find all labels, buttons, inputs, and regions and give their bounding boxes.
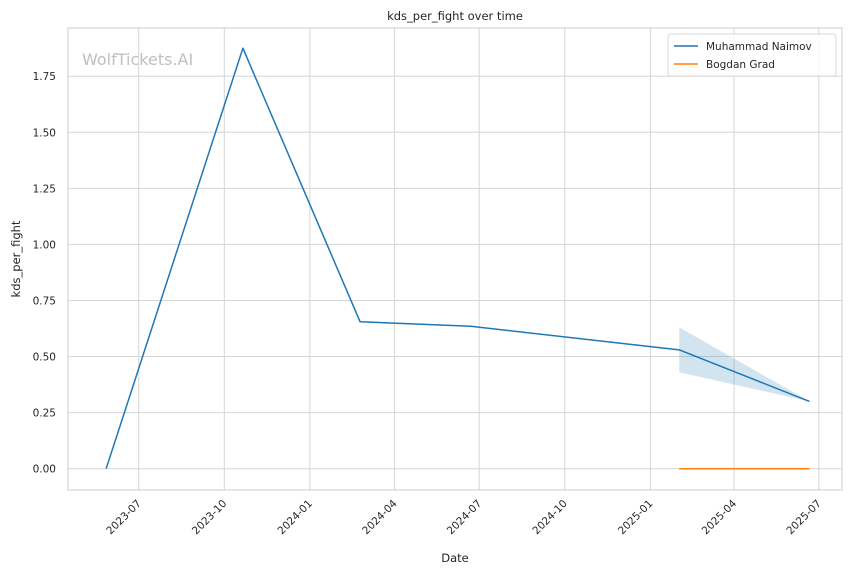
y-tick-label: 0.50 xyxy=(33,352,56,364)
y-tick-label: 0.75 xyxy=(33,295,56,307)
y-tick-labels: 0.00 0.25 0.50 0.75 1.00 1.25 1.50 1.75 xyxy=(33,71,56,475)
watermark: WolfTickets.AI xyxy=(82,50,193,69)
grid-lines xyxy=(68,28,842,490)
y-tick-label: 1.75 xyxy=(33,71,56,83)
series-lines xyxy=(105,47,810,470)
series-line xyxy=(105,47,810,469)
y-tick-label: 0.25 xyxy=(33,408,56,420)
y-axis-label: kds_per_fight xyxy=(9,220,23,297)
chart-title: kds_per_fight over time xyxy=(387,9,523,23)
confidence-bands xyxy=(679,327,810,402)
legend-label: Bogdan Grad xyxy=(706,59,775,71)
plot-frame xyxy=(67,27,843,491)
y-tick-label: 1.00 xyxy=(33,239,56,251)
confidence-band xyxy=(679,327,810,402)
y-tick-label: 1.50 xyxy=(33,127,56,139)
y-tick-label: 1.25 xyxy=(33,183,56,195)
legend-box xyxy=(667,33,837,77)
legend-label: Muhammad Naimov xyxy=(706,41,812,53)
legend: Muhammad Naimov Bogdan Grad xyxy=(667,33,837,77)
x-axis-label: Date xyxy=(441,551,469,565)
y-tick-label: 0.00 xyxy=(33,464,56,476)
